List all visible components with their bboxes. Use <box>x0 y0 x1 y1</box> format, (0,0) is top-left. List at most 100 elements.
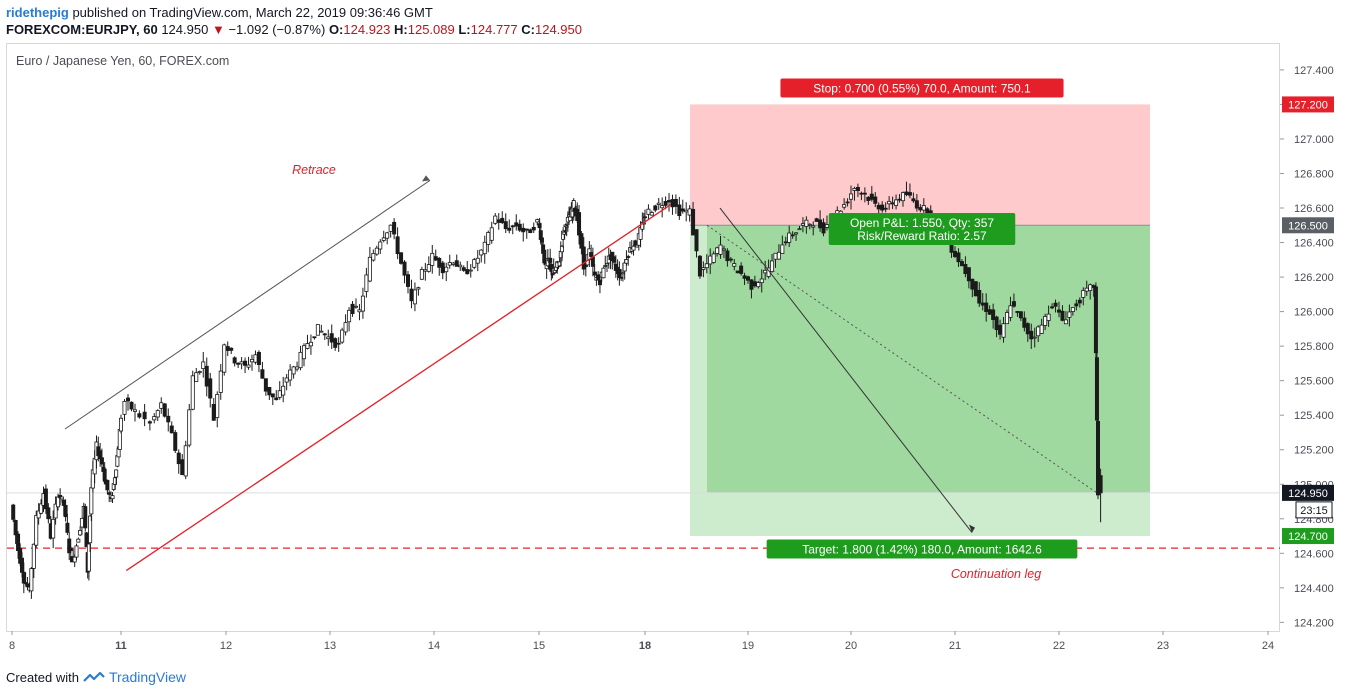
price-tag-countdown-label: 23:15 <box>1300 505 1328 517</box>
x-tick-label: 24 <box>1262 640 1274 652</box>
price-tag-last <box>1282 484 1334 501</box>
candle-body <box>137 413 142 418</box>
candle-body <box>67 538 72 554</box>
candle-body <box>34 515 39 546</box>
candle-body <box>732 263 737 267</box>
candle-body <box>222 344 227 373</box>
candle-body <box>319 330 324 333</box>
candle-body <box>612 256 617 263</box>
candle-body <box>11 504 16 520</box>
candle-body <box>528 229 533 234</box>
last-price: 124.950 <box>161 22 209 37</box>
candle-body <box>859 192 864 195</box>
candle-body <box>514 222 519 227</box>
candle-body <box>780 244 785 254</box>
tradingview-logo-icon <box>83 671 105 682</box>
y-tick-label: 124.200 <box>1294 617 1334 629</box>
candle-body <box>284 377 289 383</box>
candle-body <box>215 394 220 418</box>
y-tick-label: 125.800 <box>1294 341 1334 353</box>
candle-body <box>107 492 112 495</box>
candle-body <box>1093 286 1098 354</box>
candle-body <box>65 522 70 533</box>
candle-body <box>581 246 586 270</box>
candle-body <box>110 495 115 500</box>
candle-body <box>1088 284 1093 292</box>
candle-body <box>539 237 544 243</box>
candle-body <box>620 272 625 275</box>
candle-body <box>119 417 124 432</box>
footer-brand[interactable]: TradingView <box>108 669 187 685</box>
candle-body <box>626 256 631 258</box>
candle-body <box>773 252 778 260</box>
candle-body <box>619 276 624 279</box>
author-link[interactable]: ridethepig <box>6 5 69 20</box>
candle-body <box>907 192 912 196</box>
candle-body <box>53 503 58 519</box>
candle-body <box>897 198 902 201</box>
candle-body <box>596 274 601 281</box>
candle-body <box>1094 357 1099 421</box>
candle-body <box>246 364 251 368</box>
candle-body <box>1022 317 1027 328</box>
target-zone-filled <box>707 225 1150 493</box>
open-label: O: <box>328 22 344 37</box>
candle-body <box>409 288 414 302</box>
candle-body <box>603 265 608 267</box>
candle-body <box>166 415 171 423</box>
candle-body <box>746 276 751 281</box>
candle-body <box>800 223 805 226</box>
candle-body <box>308 341 313 347</box>
candle-body <box>590 256 595 267</box>
candle-body <box>353 305 358 308</box>
down-arrow-icon: ▼ <box>211 22 225 37</box>
candle-body <box>507 227 512 231</box>
candle-body <box>472 259 477 268</box>
candle-body <box>183 445 188 477</box>
candle-body <box>911 198 916 202</box>
candle-body <box>23 582 28 585</box>
candle-body <box>256 351 261 366</box>
candle-body <box>866 196 871 201</box>
candle-body <box>36 510 41 519</box>
candle-body <box>423 269 428 272</box>
candle-body <box>742 275 747 279</box>
candle-body <box>776 251 781 260</box>
candle-body <box>19 557 24 573</box>
candle-body <box>624 259 629 264</box>
candle-body <box>142 411 147 420</box>
candle-body <box>887 200 892 205</box>
candle-body <box>646 208 651 215</box>
candle-body <box>465 269 470 275</box>
candle-body <box>973 281 978 297</box>
candle-body <box>1096 421 1101 496</box>
candle-body <box>759 278 764 284</box>
candle-body <box>39 503 44 514</box>
candle-body <box>412 289 417 305</box>
price-tag-target-label: 124.700 <box>1288 531 1328 543</box>
candle-body <box>229 347 234 351</box>
x-tick-label: 18 <box>639 640 651 652</box>
candle-body <box>984 302 989 313</box>
candle-body <box>1018 311 1023 319</box>
x-tick-label: 11 <box>115 640 127 652</box>
candle-body <box>92 457 97 475</box>
candle-body <box>918 207 923 211</box>
y-tick-label: 124.600 <box>1294 548 1334 560</box>
candle-body <box>894 199 899 206</box>
candle-body <box>807 223 812 226</box>
candle-body <box>818 219 823 229</box>
candle-body <box>437 257 442 268</box>
candle-body <box>301 345 306 360</box>
y-tick-label: 125.600 <box>1294 376 1334 388</box>
candle-body <box>114 469 119 478</box>
price-tag-countdown <box>1295 501 1333 519</box>
candle-body <box>295 366 300 370</box>
symbol-quote-line: FOREXCOM:EURJPY, 60 124.950 ▼ −1.092 (−0… <box>6 22 582 37</box>
pnl-label-text: Risk/Reward Ratio: 2.57 <box>857 229 987 243</box>
candle-body <box>770 260 775 272</box>
candle-body <box>83 506 88 529</box>
candle-body <box>43 488 48 510</box>
candle-body <box>708 255 713 265</box>
